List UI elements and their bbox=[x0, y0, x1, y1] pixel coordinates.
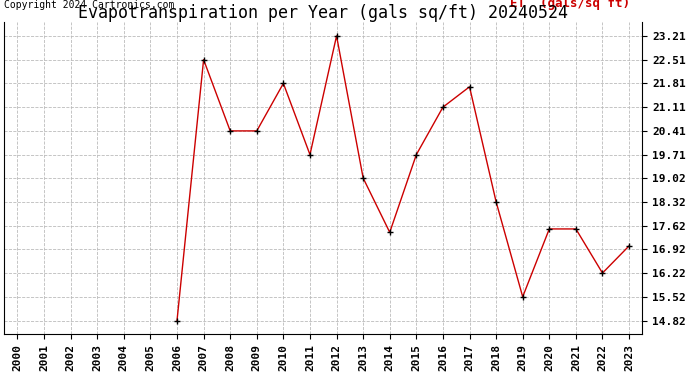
Text: Copyright 2024 Cartronics.com: Copyright 2024 Cartronics.com bbox=[4, 0, 175, 10]
Text: ET  (gals/sq ft): ET (gals/sq ft) bbox=[510, 0, 629, 10]
Title: Evapotranspiration per Year (gals sq/ft) 20240524: Evapotranspiration per Year (gals sq/ft)… bbox=[78, 4, 569, 22]
